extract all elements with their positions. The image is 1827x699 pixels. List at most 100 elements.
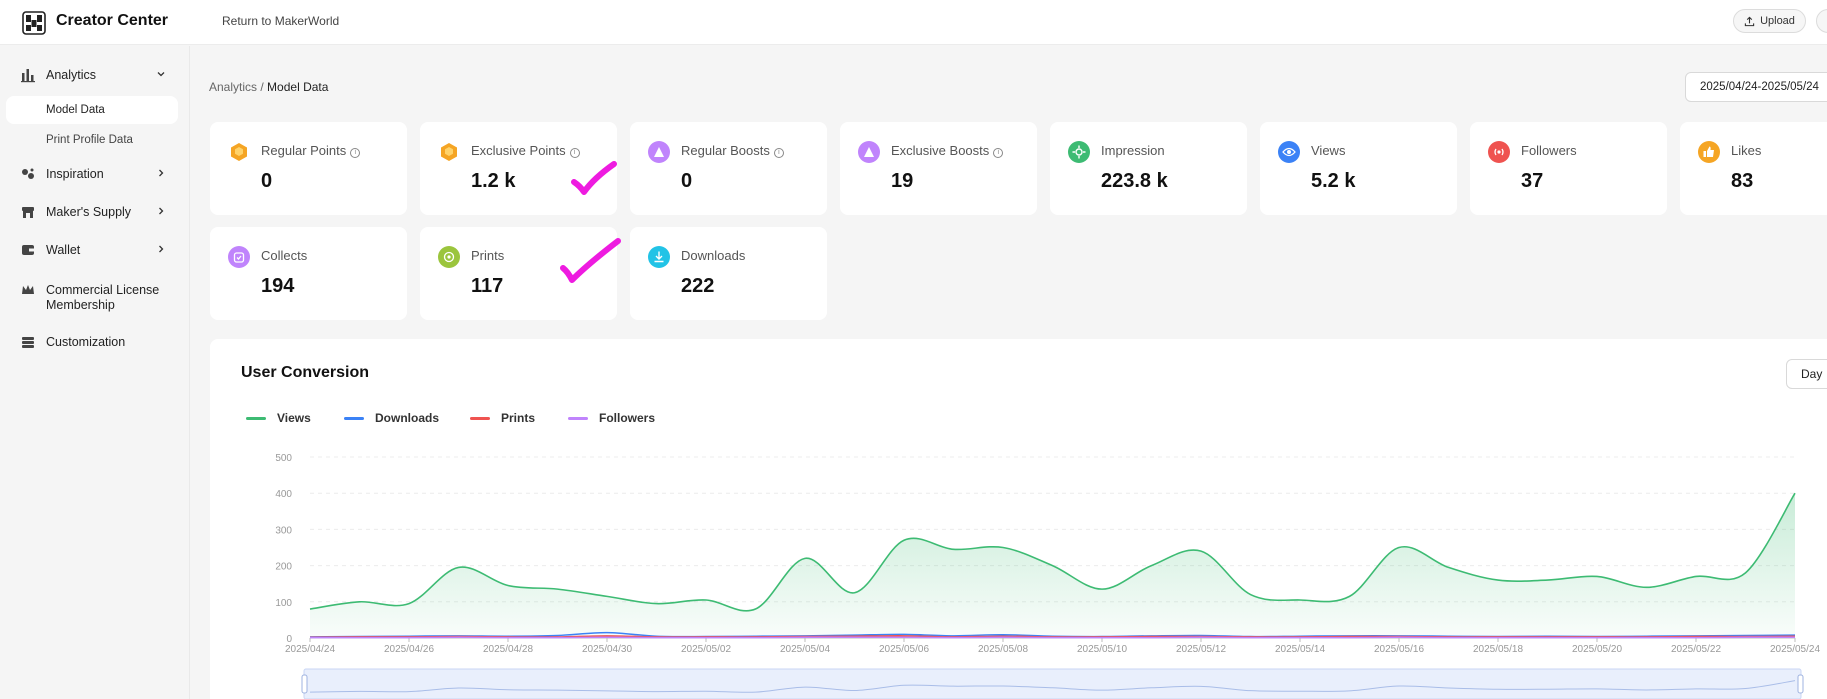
impression-icon [1068,141,1090,163]
sidebar-item-label: Wallet [46,243,81,257]
legend-item-followers[interactable]: Followers [568,411,655,425]
sidebar-item-label: Commercial License Membership [46,283,160,312]
series-line-views [309,492,1796,612]
x-tick-label: 2025/05/18 [1473,644,1523,655]
stat-value: 223.8 k [1101,170,1168,192]
sidebar-item-analytics[interactable]: Analytics [0,67,190,85]
x-tick-label: 2025/04/28 [483,644,533,655]
sidebar-item-label: Print Profile Data [46,134,133,146]
stat-label: Collects [261,248,308,263]
broadcast-icon [1488,141,1510,163]
user-conversion-panel: User Conversion Day Views Downloads Prin… [210,339,1827,699]
stat-label: Followers [1521,143,1577,158]
period-select[interactable]: Day [1786,359,1827,389]
x-tick-label: 2025/05/02 [681,644,731,655]
y-tick-label: 400 [275,489,292,500]
legend-item-downloads[interactable]: Downloads [344,411,439,425]
upload-icon [1744,16,1755,26]
x-tick-label: 2025/05/10 [1077,644,1127,655]
breadcrumb-parent[interactable]: Analytics [209,80,258,94]
x-tick-label: 2025/05/04 [780,644,830,655]
info-icon[interactable]: i [350,148,361,158]
chevron-right-icon [159,169,164,177]
stat-label: Regular Points i [261,143,361,159]
print-icon [438,246,460,268]
sidebar-item-label: Maker's Supply [46,205,132,219]
x-tick-label: 2025/05/22 [1671,644,1721,655]
sidebar-item-model-data[interactable]: Model Data [6,96,178,124]
x-tick-label: 2025/04/30 [582,644,632,655]
legend-item-views[interactable]: Views [246,411,311,425]
breadcrumb: Analytics / Model Data [209,80,328,94]
legend-item-prints[interactable]: Prints [470,411,535,425]
stat-card-regular-points: Regular Points i 0 [210,122,407,215]
x-tick-label: 2025/05/14 [1275,644,1325,655]
breadcrumb-separator: / [257,80,268,94]
sidebar-item-wallet[interactable]: Wallet [0,242,190,260]
y-tick-label: 500 [275,453,292,464]
stat-value: 19 [891,170,914,192]
return-to-makerworld-link[interactable]: Return to MakerWorld [222,14,340,28]
chevron-right-icon [159,245,164,253]
info-icon[interactable]: i [993,148,1004,158]
eye-icon [1278,141,1300,163]
stat-value: 194 [261,275,295,297]
sidebar-item-label: Analytics [46,68,97,82]
date-range-picker[interactable]: 2025/04/24-2025/05/24 [1685,72,1827,102]
chevron-right-icon [159,207,164,215]
stat-card-downloads: Downloads 222 [630,227,827,320]
sidebar-item-makers-supply[interactable]: Maker's Supply [0,204,190,222]
x-tick-label: 2025/05/24 [1770,644,1820,655]
stat-value: 83 [1731,170,1754,192]
range-slider-preview [309,680,1796,693]
stat-card-exclusive-boosts: Exclusive Boosts i 19 [840,122,1037,215]
chevron-down-icon [157,72,165,77]
points-icon [228,141,250,163]
checkmark-annotation [571,161,617,195]
stat-label: Exclusive Points i [471,143,580,159]
range-slider-track [303,668,1802,699]
x-tick-label: 2025/05/16 [1374,644,1424,655]
points-icon [438,141,460,163]
x-tick-label: 2025/05/20 [1572,644,1622,655]
x-tick-label: 2025/05/06 [879,644,929,655]
stat-label: Impression [1101,143,1165,158]
stat-card-likes: Likes 83 [1680,122,1827,215]
stat-value: 0 [261,170,273,192]
upload-button[interactable]: Upload [1733,9,1806,33]
y-tick-label: 200 [275,562,292,573]
info-icon[interactable]: i [773,148,784,158]
upload-label: Upload [1760,15,1795,27]
sidebar-item-customization[interactable]: Customization [0,334,190,352]
stat-label: Likes [1731,143,1762,158]
x-tick-label: 2025/05/08 [978,644,1028,655]
y-tick-label: 300 [275,525,292,536]
range-slider-handle-right[interactable] [1797,674,1804,694]
x-tick-label: 2025/04/26 [384,644,434,655]
sidebar: Analytics Model Data Print Profile Data … [0,46,190,699]
checkmark-annotation [560,238,621,283]
range-slider-handle-left[interactable] [301,674,308,694]
info-icon[interactable]: i [569,148,580,158]
store-icon [22,207,34,218]
sidebar-item-print-profile-data[interactable]: Print Profile Data [6,126,178,154]
stat-label: Downloads [681,248,746,263]
sidebar-item-label: Model Data [46,104,105,116]
stat-card-exclusive-points: Exclusive Points i 1.2 k [420,122,617,215]
y-tick-label: 0 [286,634,292,645]
breadcrumb-current: Model Data [267,80,329,94]
y-tick-label: 100 [275,598,292,609]
layers-icon [22,337,34,348]
sidebar-item-inspiration[interactable]: Inspiration [0,166,190,184]
boost-icon [648,141,670,163]
collect-icon [228,246,250,268]
user-conversion-chart: 0 100 200 300 400 500 2025/04/24 2025/04/26 2025… [275,453,1820,699]
user-menu-button[interactable] [1816,9,1827,33]
download-icon [648,246,670,268]
creator-center-logo[interactable] [22,11,46,35]
stat-card-collects: Collects 194 [210,227,407,320]
x-tick-label: 2025/05/12 [1176,644,1226,655]
stat-label: Prints [471,248,505,263]
sidebar-item-label: Customization [46,335,126,349]
sidebar-item-commercial-license[interactable]: Commercial License Membership [0,282,190,316]
